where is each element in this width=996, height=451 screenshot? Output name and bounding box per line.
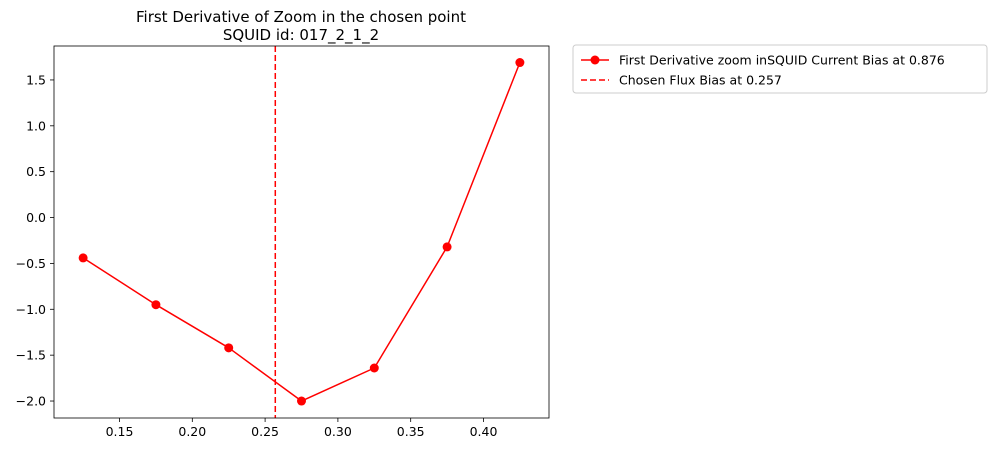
series-line xyxy=(82,62,521,402)
data-point xyxy=(297,396,306,406)
axes-frame xyxy=(53,45,550,419)
y-tick-label: −1.0 xyxy=(16,302,46,317)
y-tick-label: 0.0 xyxy=(26,210,46,225)
legend-label-vline: Chosen Flux Bias at 0.257 xyxy=(619,73,782,88)
x-tick-label: 0.20 xyxy=(178,424,206,439)
legend: First Derivative zoom inSQUID Current Bi… xyxy=(572,44,988,94)
x-tick-label: 0.40 xyxy=(470,424,498,439)
x-tick-label: 0.15 xyxy=(106,424,134,439)
plot-area xyxy=(78,46,525,418)
legend-label-series: First Derivative zoom inSQUID Current Bi… xyxy=(619,53,945,68)
x-tick-label: 0.30 xyxy=(324,424,352,439)
y-tick-label: −0.5 xyxy=(16,256,46,271)
data-point xyxy=(369,363,379,373)
axes: 0.15 0.20 0.25 0.30 0.35 0.40 −2.0 −1.5 −1.0 −0.5… xyxy=(16,45,550,439)
data-point xyxy=(151,300,161,310)
x-tick-label: 0.25 xyxy=(251,424,279,439)
y-tick-label: 1.0 xyxy=(26,118,46,133)
legend-marker-swatch xyxy=(590,55,600,65)
y-tick-label: −1.5 xyxy=(16,348,46,363)
chart-title: First Derivative of Zoom in the chosen p… xyxy=(136,8,466,26)
legend-frame xyxy=(572,44,988,94)
y-tick-label: 1.5 xyxy=(26,72,46,87)
x-tick-label: 0.35 xyxy=(397,424,425,439)
y-tick-label: 0.5 xyxy=(26,164,46,179)
chart-subtitle: SQUID id: 017_2_1_2 xyxy=(223,26,379,45)
data-point xyxy=(78,253,88,263)
data-point xyxy=(442,242,452,252)
data-point xyxy=(224,343,234,353)
data-point xyxy=(515,58,525,68)
y-tick-label: −2.0 xyxy=(16,394,46,409)
